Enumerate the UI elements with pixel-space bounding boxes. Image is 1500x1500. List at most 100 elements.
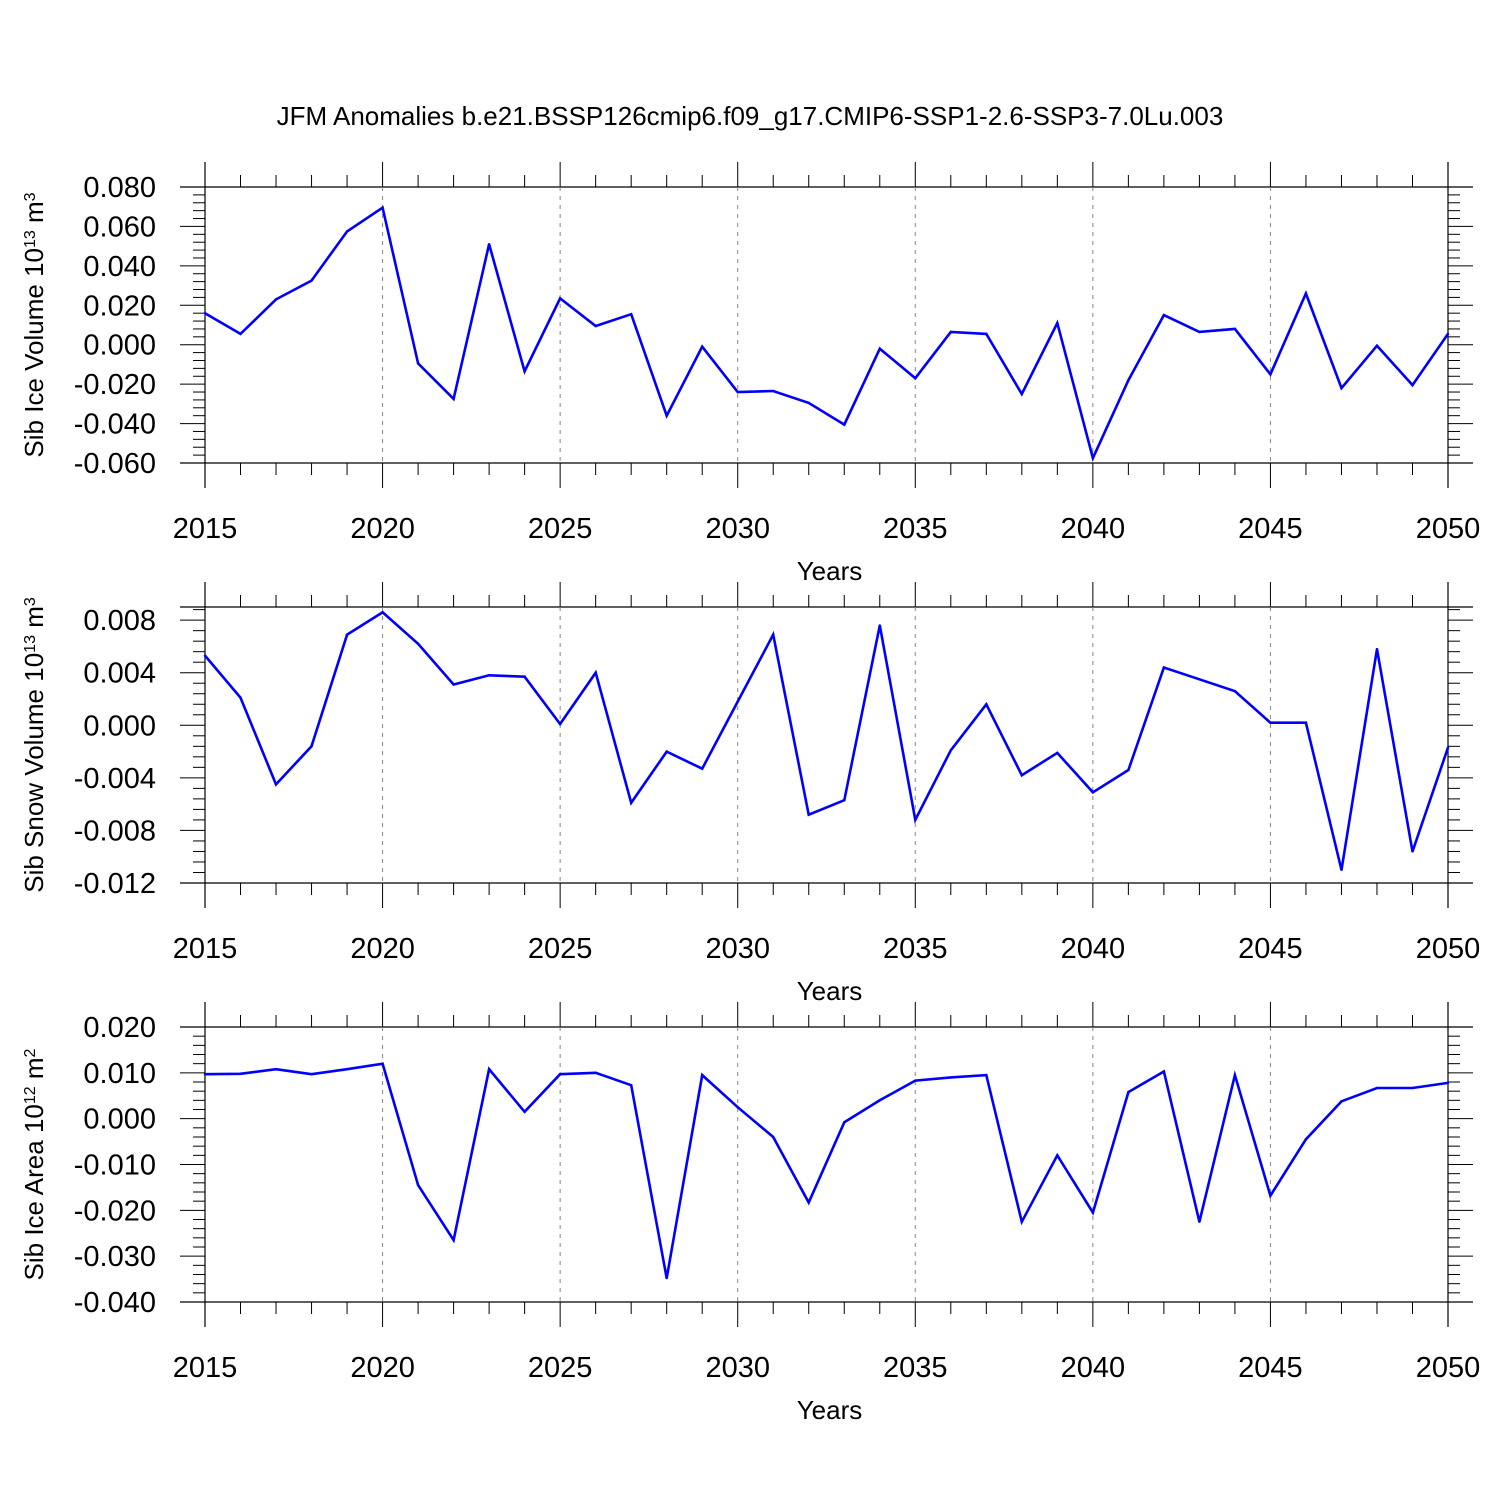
data-point — [1304, 721, 1308, 724]
y-tick-label: -0.008 — [74, 815, 156, 847]
x-axis-label: Years — [797, 1395, 863, 1425]
y-axis-label: Sib Snow Volume 1013 m3 — [19, 597, 49, 893]
data-point — [949, 1076, 952, 1079]
x-tick-label: 2025 — [528, 933, 593, 965]
data-point — [1446, 332, 1450, 336]
y-tick-label: -0.020 — [74, 1195, 156, 1227]
data-point — [594, 1071, 597, 1075]
data-point — [772, 1135, 775, 1139]
y-axis-label-text: Sib Ice Volume 10 — [19, 248, 49, 458]
data-point — [274, 1067, 278, 1071]
data-point — [1446, 746, 1450, 749]
series-line — [204, 610, 1450, 871]
data-point — [381, 611, 384, 614]
y-tick-label: -0.030 — [74, 1241, 156, 1273]
data-point — [1411, 850, 1414, 853]
x-tick-label: 2030 — [705, 933, 770, 965]
data-point — [487, 1067, 491, 1071]
data-point — [274, 298, 278, 301]
x-axis-label: Years — [797, 976, 863, 1006]
data-point — [1091, 456, 1095, 460]
y-tick-label: 0.040 — [83, 251, 156, 283]
y-tick-label: 0.080 — [83, 172, 156, 204]
data-point — [1375, 647, 1379, 651]
data-point — [1198, 1220, 1201, 1223]
data-point — [1198, 678, 1201, 681]
data-point — [1233, 1073, 1237, 1077]
data-point — [914, 377, 917, 380]
data-point — [416, 1183, 420, 1187]
data-point — [345, 230, 349, 233]
data-point — [629, 801, 633, 805]
data-point — [1375, 1086, 1379, 1090]
data-point — [1091, 791, 1095, 794]
data-point — [736, 1106, 739, 1109]
data-point — [310, 745, 313, 748]
data-point — [665, 750, 668, 753]
data-point — [523, 370, 526, 373]
data-point — [594, 671, 597, 674]
y-axis-label-unit_exponent: 3 — [22, 192, 39, 201]
data-point — [452, 397, 455, 401]
y-tick-label: 0.020 — [83, 1012, 156, 1044]
data-point — [878, 624, 881, 627]
data-point — [1375, 344, 1379, 347]
x-tick-label: 2040 — [1061, 1352, 1126, 1384]
x-axis-label: Years — [797, 556, 863, 586]
data-point — [1411, 383, 1414, 387]
y-axis-label: Sib Ice Area 1012 m2 — [19, 1048, 49, 1280]
y-axis-label-unit: m — [19, 1057, 49, 1086]
x-tick-label: 2015 — [173, 513, 238, 545]
y-axis-label-unit: m — [19, 606, 49, 635]
y-axis-label-text: Sib Snow Volume 10 — [19, 653, 49, 893]
data-point — [1091, 1211, 1095, 1214]
y-axis-label: Sib Ice Volume 1013 m3 — [19, 192, 49, 457]
data-point — [487, 242, 491, 246]
data-point — [1162, 1070, 1166, 1073]
data-point — [949, 330, 952, 334]
y-axis-label-unit: m — [19, 201, 49, 230]
data-point — [1269, 721, 1272, 724]
y-tick-label: -0.060 — [74, 448, 156, 480]
data-point — [701, 345, 704, 348]
data-point — [736, 390, 739, 394]
y-tick-label: -0.020 — [74, 369, 156, 401]
y-tick-label: -0.012 — [74, 868, 156, 900]
data-point — [1056, 751, 1059, 755]
y-axis-label-text: Sib Ice Area 10 — [19, 1104, 49, 1280]
data-point — [843, 1121, 846, 1124]
data-point — [381, 1062, 384, 1065]
data-point — [807, 401, 810, 405]
x-tick-label: 2045 — [1238, 933, 1303, 965]
y-axis-label-exponent: 12 — [22, 1086, 39, 1104]
x-tick-label: 2025 — [528, 1352, 593, 1384]
data-point — [239, 332, 242, 336]
data-point — [416, 642, 420, 645]
data-point — [239, 1072, 242, 1075]
data-point — [345, 633, 349, 636]
x-tick-label: 2035 — [883, 933, 948, 965]
data-point — [985, 1073, 988, 1077]
data-point — [416, 362, 420, 365]
y-axis-label-exponent: 13 — [22, 230, 39, 248]
data-point — [1233, 689, 1237, 693]
y-tick-label: -0.004 — [74, 763, 156, 795]
data-point — [949, 749, 952, 752]
data-point — [1127, 379, 1130, 382]
data-point — [1269, 373, 1272, 376]
y-tick-label: 0.008 — [83, 605, 156, 637]
data-point — [1340, 1100, 1343, 1103]
data-point — [914, 818, 917, 822]
x-tick-label: 2040 — [1061, 513, 1126, 545]
series-line — [204, 205, 1450, 462]
y-tick-label: 0.000 — [83, 330, 156, 362]
data-point — [701, 767, 704, 770]
plot-frame — [180, 162, 1473, 488]
data-point — [807, 1201, 810, 1204]
data-point — [558, 722, 562, 726]
data-point — [452, 1238, 455, 1242]
data-point — [629, 312, 633, 316]
data-point — [878, 1099, 881, 1102]
x-tick-label: 2015 — [173, 1352, 238, 1384]
